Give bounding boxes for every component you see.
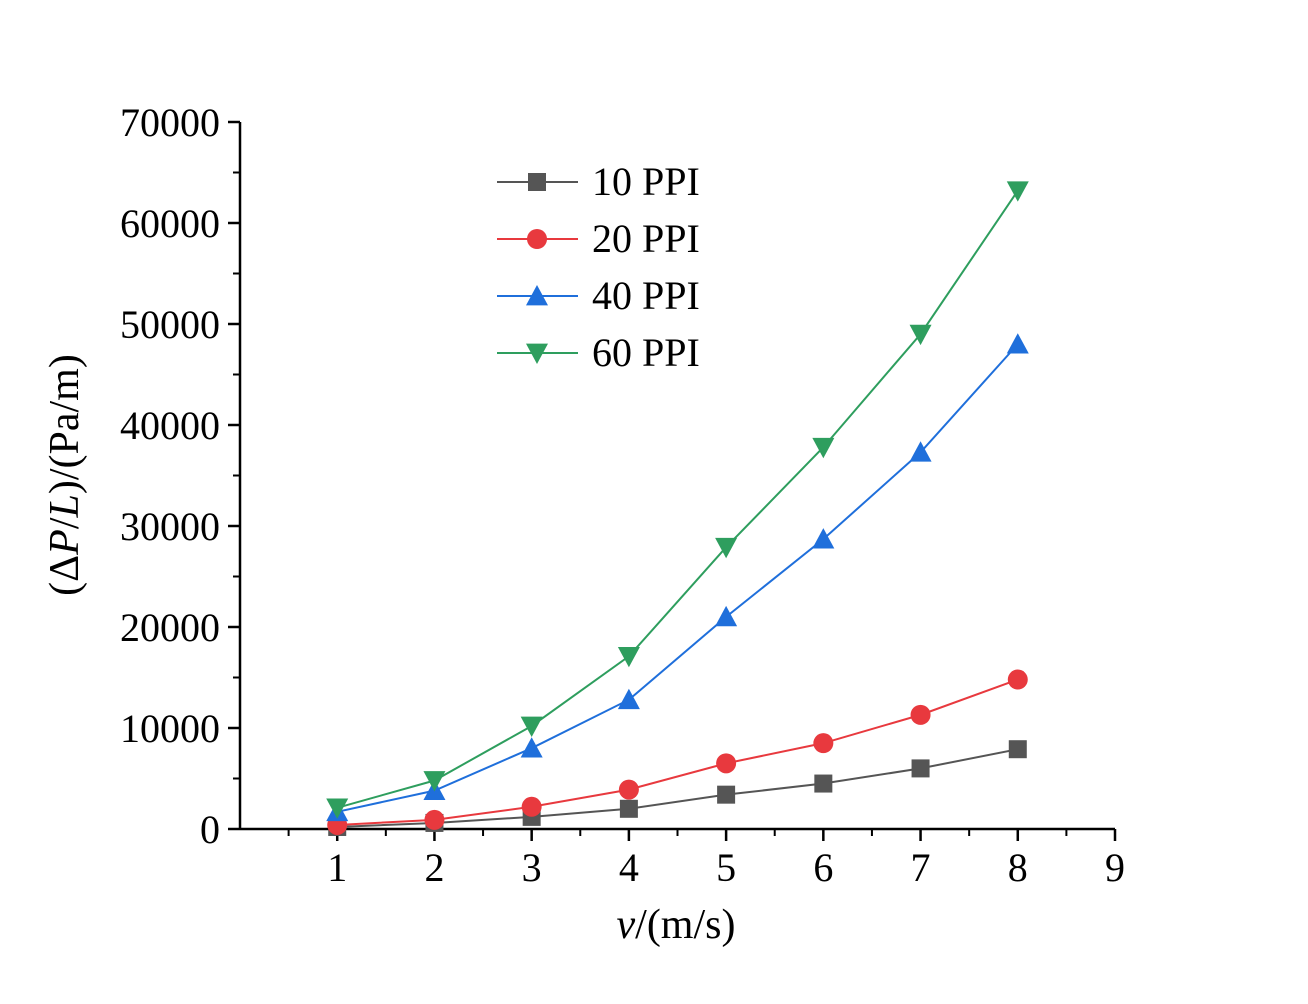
legend: 10 PPI 20 PPI 40 PPI 60 PPI bbox=[497, 159, 700, 375]
data-point bbox=[909, 441, 932, 462]
data-point bbox=[1006, 333, 1029, 354]
legend-label: 60 PPI bbox=[592, 330, 700, 375]
y-tick-label: 10000 bbox=[120, 706, 220, 751]
data-point bbox=[618, 779, 639, 800]
x-axis-unit: /(m/s) bbox=[635, 902, 735, 948]
data-point bbox=[521, 796, 542, 817]
data-point bbox=[909, 324, 932, 346]
x-tick-label: 2 bbox=[424, 845, 444, 890]
data-point bbox=[812, 528, 835, 549]
series-line bbox=[337, 678, 1019, 826]
data-point bbox=[424, 809, 445, 830]
legend-item: 10 PPI bbox=[497, 159, 700, 204]
data-point bbox=[423, 771, 446, 792]
y-axis-title: (ΔP/L)/(Pa/m) bbox=[42, 354, 88, 596]
legend-item: 40 PPI bbox=[497, 273, 700, 318]
data-point bbox=[1007, 669, 1028, 690]
data-point bbox=[326, 798, 349, 819]
data-point bbox=[1008, 740, 1027, 759]
data-point bbox=[715, 537, 738, 559]
series-40-ppi bbox=[326, 333, 1029, 822]
x-tick-label: 3 bbox=[522, 845, 542, 890]
x-tick-label: 6 bbox=[813, 845, 833, 890]
series-line bbox=[337, 343, 1019, 813]
y-axis-slash: / bbox=[42, 517, 88, 529]
y-tick-label: 30000 bbox=[120, 504, 220, 549]
x-tick-label: 9 bbox=[1105, 845, 1125, 890]
legend-label: 40 PPI bbox=[592, 273, 700, 318]
x-axis-var: v bbox=[617, 902, 636, 948]
data-point bbox=[813, 733, 834, 754]
y-tick-label: 60000 bbox=[120, 201, 220, 246]
legend-item: 60 PPI bbox=[497, 330, 700, 375]
legend-marker bbox=[526, 285, 548, 306]
legend-label: 10 PPI bbox=[592, 159, 700, 204]
data-point bbox=[812, 437, 835, 459]
data-point bbox=[617, 646, 640, 668]
y-tick-label: 50000 bbox=[120, 302, 220, 347]
data-point bbox=[617, 688, 640, 710]
data-point bbox=[715, 605, 738, 627]
series-layer bbox=[326, 181, 1029, 836]
data-point bbox=[910, 704, 931, 725]
series-line bbox=[336, 190, 1019, 809]
x-axis-title: v/(m/s) bbox=[617, 902, 736, 948]
x-tick-label: 1 bbox=[327, 845, 347, 890]
x-tick-label: 8 bbox=[1008, 845, 1028, 890]
x-tick-label: 4 bbox=[619, 845, 639, 890]
data-point bbox=[520, 737, 543, 758]
data-point bbox=[911, 759, 930, 778]
y-tick-label: 0 bbox=[200, 807, 220, 852]
axes: 1 2 3 4 5 6 7 8 9 0 10000 20000 30000 40000 50000 60000… bbox=[120, 100, 1125, 890]
data-point bbox=[520, 716, 543, 737]
data-point bbox=[717, 785, 736, 804]
y-axis-l: L bbox=[42, 494, 88, 518]
y-axis-p: P bbox=[42, 529, 88, 556]
data-point bbox=[619, 799, 638, 818]
series-60-ppi bbox=[326, 181, 1029, 819]
series-20-ppi bbox=[327, 669, 1028, 835]
y-axis-open: (Δ bbox=[42, 555, 88, 596]
y-tick-label: 40000 bbox=[120, 403, 220, 448]
y-axis-close: )/(Pa/m) bbox=[42, 354, 88, 494]
legend-marker bbox=[528, 173, 546, 191]
data-point bbox=[814, 774, 833, 793]
x-tick-label: 5 bbox=[716, 845, 736, 890]
legend-label: 20 PPI bbox=[592, 216, 700, 261]
x-tick-label: 7 bbox=[911, 845, 931, 890]
y-tick-label: 20000 bbox=[120, 605, 220, 650]
legend-marker bbox=[526, 343, 548, 364]
y-tick-label: 70000 bbox=[120, 100, 220, 145]
legend-marker bbox=[527, 229, 547, 249]
series-line bbox=[337, 748, 1018, 828]
legend-item: 20 PPI bbox=[497, 216, 700, 261]
data-point bbox=[1006, 181, 1029, 202]
data-point bbox=[716, 753, 737, 774]
